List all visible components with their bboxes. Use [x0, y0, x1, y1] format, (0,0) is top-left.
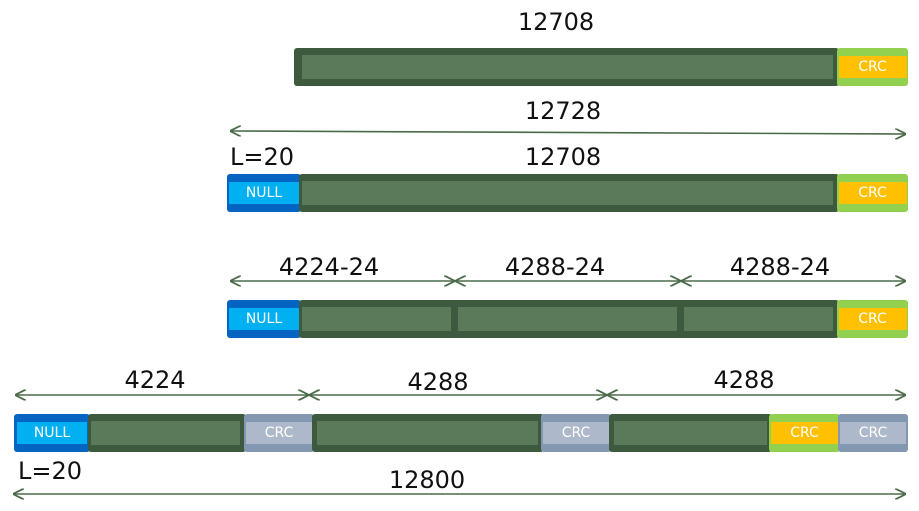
row4-seg1-bar — [88, 414, 246, 452]
row2-payload-bar — [299, 174, 839, 212]
row4-crc-block-2: CRC — [541, 414, 611, 452]
row4-seg1-label: 4224 — [124, 366, 186, 394]
row3-crc-block: CRC — [837, 300, 908, 338]
row4-null-length-label: L=20 — [18, 457, 83, 485]
row4-seg3-fill — [614, 421, 767, 445]
row2-payload-label: 12708 — [524, 143, 602, 171]
row4-null-block: NULL — [14, 414, 90, 452]
row3-seg2-label: 4288-24 — [504, 253, 606, 281]
row2-total-arrow — [231, 131, 905, 134]
row1-payload-bar — [294, 48, 839, 86]
row4-seg3-bar — [609, 414, 772, 452]
row3-seg1-label: 4224-24 — [278, 253, 380, 281]
row4-seg2-bar — [312, 414, 544, 452]
row3-segment-1 — [302, 307, 451, 331]
row2-crc-label: CRC — [838, 182, 907, 204]
row4-crc-label-2: CRC — [543, 422, 609, 444]
row1-length-label: 12708 — [517, 8, 595, 36]
row1-crc-label: CRC — [838, 56, 907, 78]
row2-null-label: NULL — [229, 182, 299, 204]
row3-null-label: NULL — [229, 308, 299, 330]
row4-crc-block-3: CRC — [769, 414, 840, 452]
row2-null-length-label: L=20 — [230, 143, 295, 171]
row3-payload-bar — [299, 300, 839, 338]
row3-seg3-label: 4288-24 — [729, 253, 831, 281]
row1-crc-block: CRC — [837, 48, 908, 86]
row3-segment-3 — [684, 307, 833, 331]
row2-crc-block: CRC — [837, 174, 908, 212]
row4-crc-label-4: CRC — [840, 422, 906, 444]
row3-crc-label: CRC — [838, 308, 907, 330]
row4-seg2-fill — [317, 421, 538, 445]
row4-seg3-label: 4288 — [713, 366, 775, 394]
row2-payload-fill — [302, 181, 833, 205]
row4-crc-block-1: CRC — [244, 414, 314, 452]
row3-null-block: NULL — [227, 300, 301, 338]
row4-null-label: NULL — [17, 422, 87, 444]
row2-null-block: NULL — [227, 174, 301, 212]
row4-crc-block-4: CRC — [838, 414, 908, 452]
row3-segment-2 — [458, 307, 677, 331]
row4-seg1-fill — [91, 421, 240, 445]
row4-seg2-label: 4288 — [407, 368, 469, 396]
row4-crc-label-3: CRC — [770, 422, 839, 444]
row4-crc-label-1: CRC — [246, 422, 312, 444]
row4-total-label: 12800 — [388, 466, 466, 494]
row2-total-label: 12728 — [524, 97, 602, 125]
row1-payload-fill — [302, 55, 833, 79]
